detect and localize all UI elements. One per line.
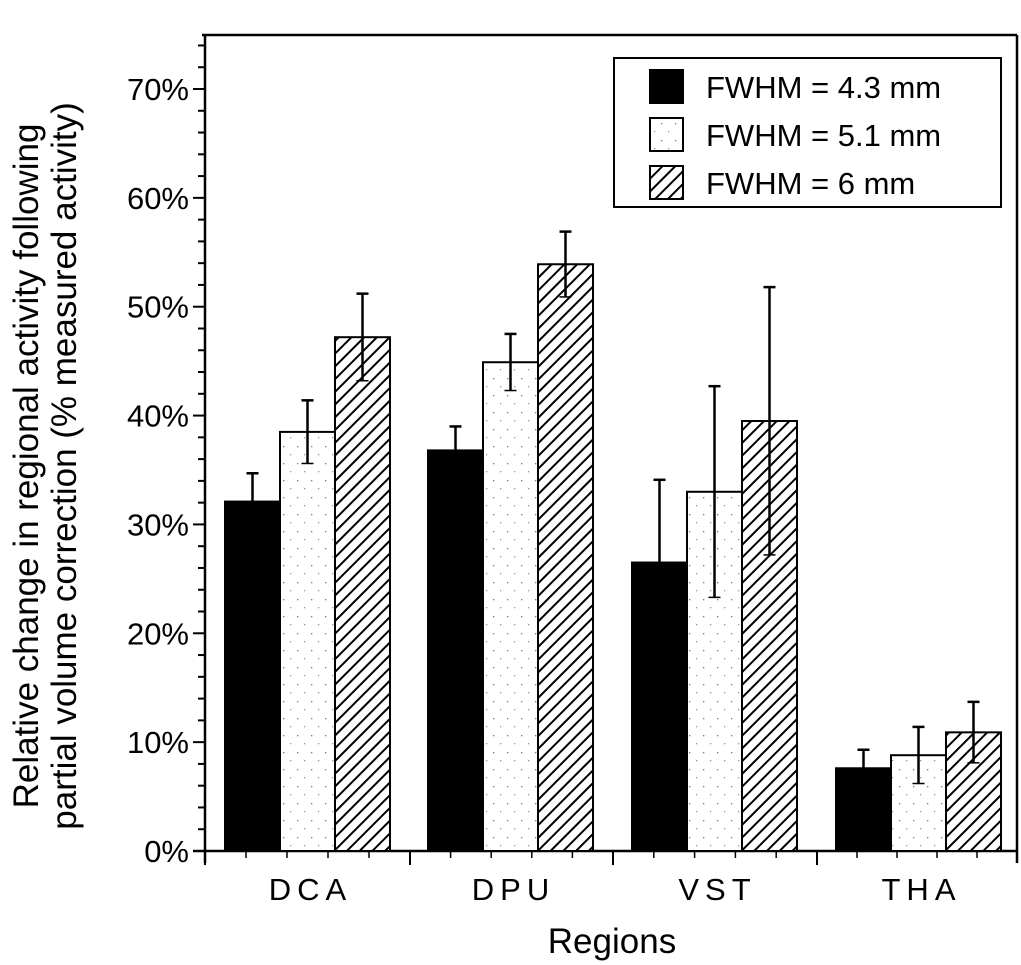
y-tick-label: 10% <box>127 725 189 760</box>
legend-swatch-5-1mm <box>649 117 684 152</box>
y-tick-label: 50% <box>127 290 189 325</box>
y-tick-label: 40% <box>127 399 189 434</box>
bar-fwhm-5-1mm <box>279 430 336 852</box>
x-category-label: THA <box>882 872 962 907</box>
bar-fwhm-4-3mm <box>427 449 484 852</box>
x-category-label: DPU <box>472 872 555 907</box>
bars <box>224 263 1002 852</box>
bar-fwhm-4-3mm <box>224 500 281 852</box>
error-bars <box>246 230 980 788</box>
x-axis: DCA DPU VST THA <box>204 851 978 907</box>
y-axis: 0% 10% 20% 30% 40% 50% 60% 70% <box>127 44 205 869</box>
y-tick-label: 70% <box>127 72 189 107</box>
y-axis-title-line-1: Relative change in regional activity fol… <box>7 124 46 809</box>
x-category-label: VST <box>678 872 756 907</box>
bar-fwhm-5-1mm <box>482 361 539 852</box>
legend-label-5-1mm: FWHM = 5.1 mm <box>706 118 941 153</box>
y-tick-label: 60% <box>127 181 189 216</box>
y-tick-label: 30% <box>127 507 189 542</box>
y-axis-title-line-2: partial volume correction (% measured ac… <box>45 102 84 829</box>
y-tick-label: 0% <box>144 834 189 869</box>
legend: FWHM = 4.3 mm FWHM = 5.1 mm FWHM = 6 mm <box>613 57 1002 208</box>
legend-swatch-6mm <box>649 165 684 200</box>
y-axis-title: Relative change in regional activity fol… <box>7 102 84 829</box>
legend-label-6mm: FWHM = 6 mm <box>706 166 915 201</box>
legend-label-4-3mm: FWHM = 4.3 mm <box>706 70 941 105</box>
legend-swatch-4-3mm <box>649 69 684 104</box>
bar-fwhm-6mm <box>537 263 594 852</box>
x-axis-title: Regions <box>548 922 676 961</box>
bar-fwhm-6mm <box>334 336 391 852</box>
y-tick-label: 20% <box>127 616 189 651</box>
x-category-label: DCA <box>269 872 352 907</box>
